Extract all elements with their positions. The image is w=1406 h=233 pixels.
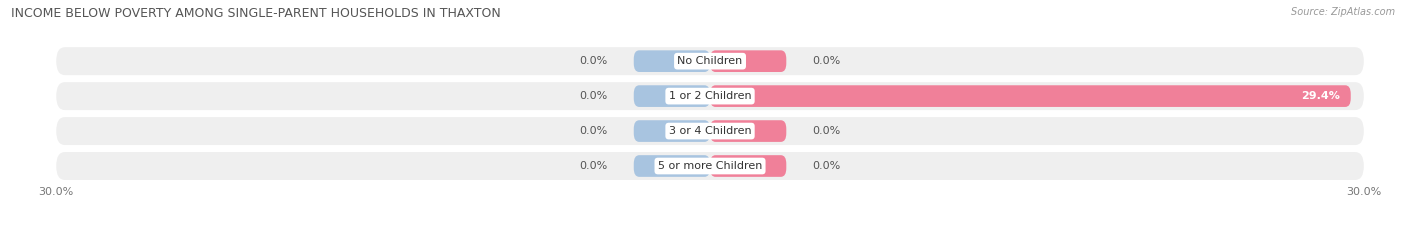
Text: 0.0%: 0.0% bbox=[579, 91, 607, 101]
FancyBboxPatch shape bbox=[634, 155, 710, 177]
FancyBboxPatch shape bbox=[634, 120, 710, 142]
FancyBboxPatch shape bbox=[56, 117, 1364, 145]
Text: 5 or more Children: 5 or more Children bbox=[658, 161, 762, 171]
FancyBboxPatch shape bbox=[56, 152, 1364, 180]
Text: 0.0%: 0.0% bbox=[579, 56, 607, 66]
FancyBboxPatch shape bbox=[56, 82, 1364, 110]
FancyBboxPatch shape bbox=[56, 47, 1364, 75]
Text: 1 or 2 Children: 1 or 2 Children bbox=[669, 91, 751, 101]
Text: 0.0%: 0.0% bbox=[813, 56, 841, 66]
Text: No Children: No Children bbox=[678, 56, 742, 66]
FancyBboxPatch shape bbox=[634, 50, 710, 72]
FancyBboxPatch shape bbox=[710, 120, 786, 142]
Text: 0.0%: 0.0% bbox=[579, 161, 607, 171]
Text: 0.0%: 0.0% bbox=[813, 126, 841, 136]
Text: 0.0%: 0.0% bbox=[813, 161, 841, 171]
FancyBboxPatch shape bbox=[710, 50, 786, 72]
Text: INCOME BELOW POVERTY AMONG SINGLE-PARENT HOUSEHOLDS IN THAXTON: INCOME BELOW POVERTY AMONG SINGLE-PARENT… bbox=[11, 7, 501, 20]
Text: Source: ZipAtlas.com: Source: ZipAtlas.com bbox=[1291, 7, 1395, 17]
Text: 0.0%: 0.0% bbox=[579, 126, 607, 136]
FancyBboxPatch shape bbox=[634, 85, 710, 107]
FancyBboxPatch shape bbox=[710, 155, 786, 177]
FancyBboxPatch shape bbox=[710, 85, 1351, 107]
Text: 3 or 4 Children: 3 or 4 Children bbox=[669, 126, 751, 136]
Text: 29.4%: 29.4% bbox=[1301, 91, 1340, 101]
